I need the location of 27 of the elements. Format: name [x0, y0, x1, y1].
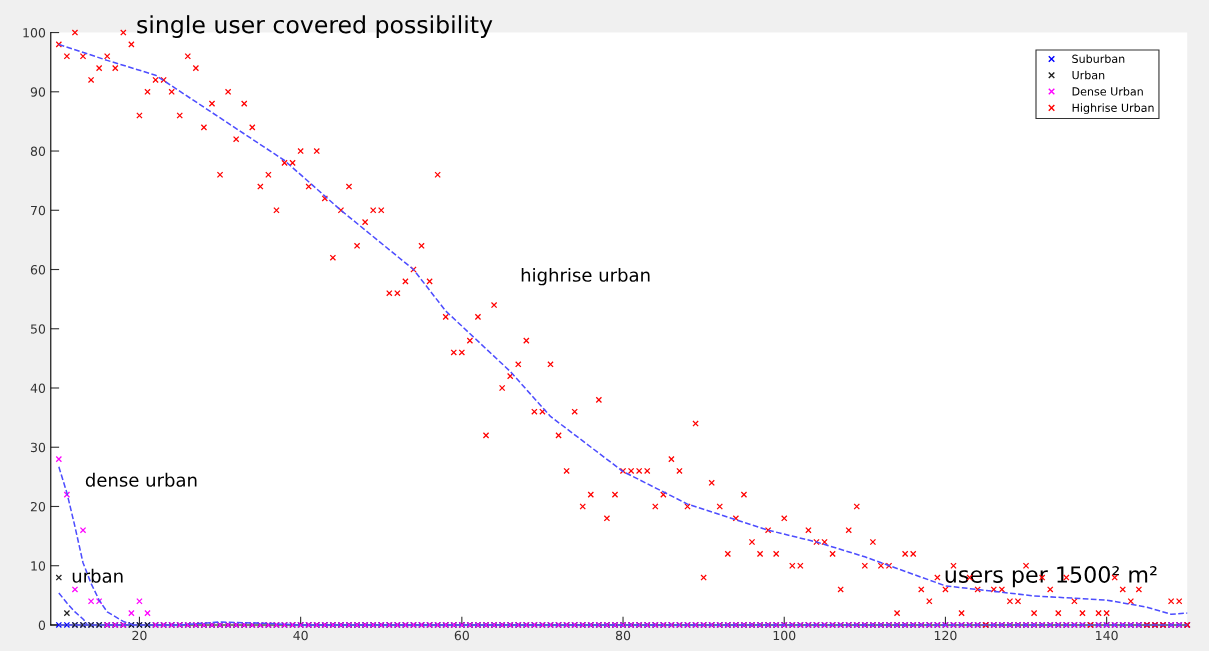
x-tick-label: 140	[1096, 630, 1118, 641]
chart-title: single user covered possibility	[137, 15, 493, 39]
x-tick-label: 120	[934, 630, 957, 641]
y-tick-label: 90	[30, 87, 46, 97]
legend-label: Urban	[1072, 70, 1105, 80]
legend-label: Highrise Urban	[1072, 103, 1154, 115]
x-axis-title: users per 1500² m²	[945, 566, 1157, 588]
y-tick-label: 100	[23, 28, 46, 38]
legend-label: Dense Urban	[1072, 87, 1143, 96]
x-tick-label: 40	[293, 630, 308, 641]
y-tick-label: 10	[31, 561, 46, 571]
annotation: dense urban	[85, 472, 197, 487]
y-tick-label: 0	[38, 620, 46, 630]
x-tick-label: 20	[132, 630, 147, 641]
legend-label: Suburban	[1072, 54, 1125, 63]
y-tick-label: 30	[30, 442, 46, 453]
y-tick-label: 70	[31, 205, 46, 216]
annotation: urban	[72, 568, 123, 583]
y-tick-label: 60	[30, 264, 46, 275]
x-tick-label: 100	[773, 630, 796, 641]
annotation: highrise urban	[521, 267, 650, 286]
y-tick-label: 40	[30, 383, 46, 393]
y-tick-label: 50	[30, 324, 46, 334]
x-tick-label: 60	[454, 630, 469, 641]
y-tick-label: 20	[30, 501, 46, 512]
x-tick-label: 80	[615, 630, 631, 641]
y-tick-label: 80	[30, 146, 46, 156]
